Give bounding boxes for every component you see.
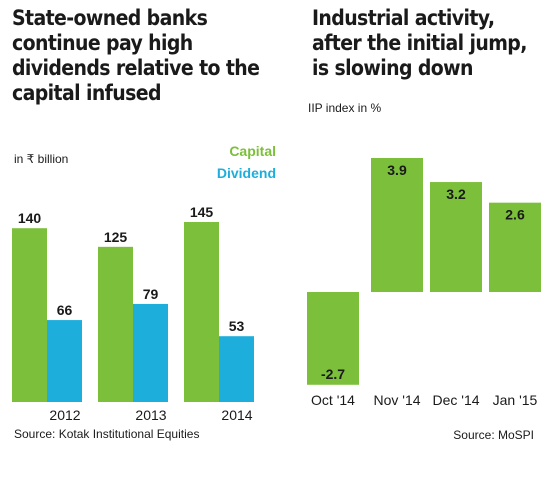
dividends-chart-panel: State-owned banks continue pay high divi… xyxy=(12,6,276,441)
bar-capital-2012 xyxy=(12,228,47,402)
bar-jan-15 xyxy=(489,202,541,292)
bar-capital-2014 xyxy=(184,222,219,402)
bar-dividend-2012 xyxy=(47,320,82,402)
dividends-chart-title: State-owned banks continue pay high divi… xyxy=(12,6,260,105)
iip-bar-chart: -2.7 Oct '14 3.9 Nov '14 3.2 Dec '14 2.6 Jan '1… xyxy=(307,158,541,408)
dividends-chart-source: Source: Kotak Institutional Equities xyxy=(14,427,200,441)
category-label-dec-14: Dec '14 xyxy=(432,392,479,408)
value-label-dividend-2013: 79 xyxy=(143,286,159,302)
legend-dividend: Dividend xyxy=(216,165,276,181)
iip-chart-panel: Industrial activity, after the initial j… xyxy=(290,0,550,477)
category-label-2013: 2013 xyxy=(135,407,166,423)
iip-chart-title: Industrial activity, after the initial j… xyxy=(312,6,527,80)
bar-oct-14 xyxy=(307,292,359,385)
category-label-oct-14: Oct '14 xyxy=(311,392,355,408)
value-label-capital-2014: 145 xyxy=(190,204,214,220)
category-label-jan-15: Jan '15 xyxy=(493,392,538,408)
value-label-capital-2013: 125 xyxy=(104,229,128,245)
dividends-chart-unit: in ₹ billion xyxy=(14,152,69,166)
legend-capital: Capital xyxy=(229,143,276,159)
bar-capital-2013 xyxy=(98,246,133,402)
bar-dividend-2014 xyxy=(219,336,254,402)
value-label-oct-14: -2.7 xyxy=(321,366,345,382)
value-label-capital-2012: 140 xyxy=(18,210,42,226)
bar-dividend-2013 xyxy=(133,303,168,402)
bar-dec-14 xyxy=(430,182,482,292)
dividends-bar-chart: 140 66 2012 125 79 2013 145 53 2014 xyxy=(12,204,254,423)
value-label-dividend-2012: 66 xyxy=(57,302,73,318)
iip-chart-source: Source: MoSPI xyxy=(453,428,534,442)
bar-nov-14 xyxy=(371,158,423,292)
value-label-dividend-2014: 53 xyxy=(229,318,245,334)
value-label-jan-15: 2.6 xyxy=(505,207,525,223)
category-label-2014: 2014 xyxy=(221,407,252,423)
value-label-nov-14: 3.9 xyxy=(387,162,407,178)
category-label-2012: 2012 xyxy=(49,407,80,423)
value-label-dec-14: 3.2 xyxy=(446,186,466,202)
iip-chart-unit: IIP index in % xyxy=(308,101,382,115)
category-label-nov-14: Nov '14 xyxy=(373,392,420,408)
